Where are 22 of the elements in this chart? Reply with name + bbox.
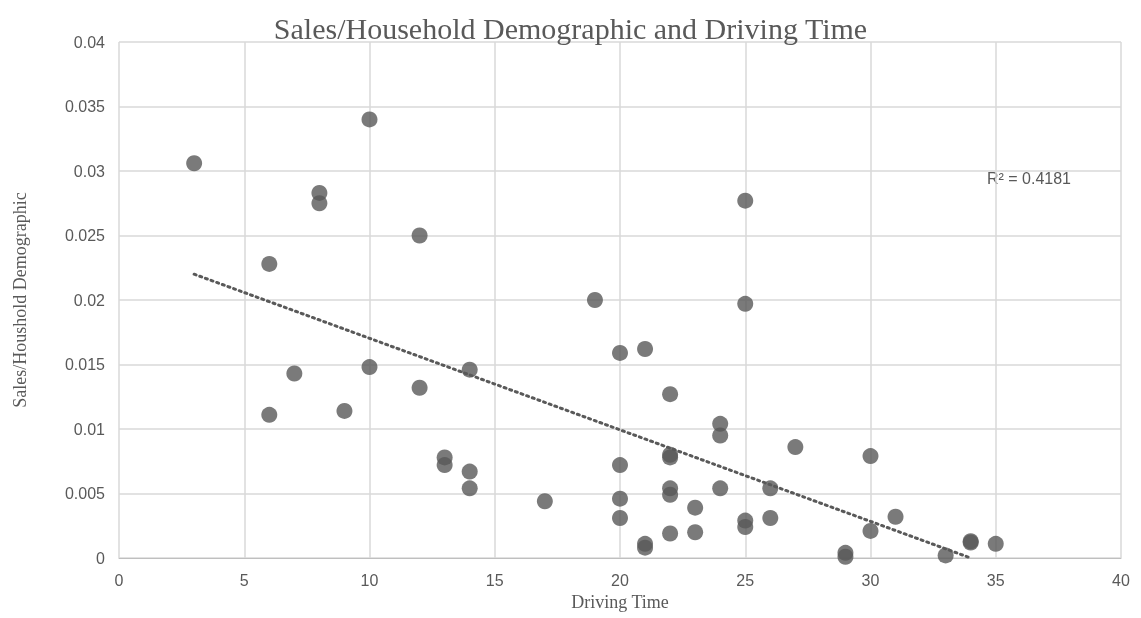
x-axis-title: Driving Time: [571, 591, 669, 612]
x-tick-label: 30: [861, 571, 880, 589]
y-tick-label: 0.025: [64, 227, 106, 244]
x-tick-label: 0: [114, 571, 124, 589]
y-tick-label: 0.04: [73, 33, 106, 51]
y-tick-label: 0.01: [73, 420, 106, 438]
x-tick-label: 5: [239, 571, 249, 589]
y-tick-label: 0.02: [73, 291, 106, 309]
y-tick-label: 0.03: [73, 162, 106, 180]
x-tick-label: 40: [1112, 571, 1130, 589]
x-tick-label: 35: [986, 571, 1005, 589]
y-tick-label: 0.035: [64, 98, 106, 115]
x-tick-label: 15: [485, 571, 504, 589]
x-tick-label: 25: [736, 571, 755, 589]
x-tick-label: 10: [360, 571, 379, 589]
y-axis-title: Sales/Houshold Demographic: [10, 192, 30, 408]
x-tick-label: 20: [611, 571, 629, 589]
chart-title: Sales/Household Demographic and Driving Time: [273, 11, 868, 45]
annotation: R² = 0.4181: [986, 169, 1072, 187]
y-tick-label: 0.005: [64, 485, 106, 502]
y-tick-label: 0: [96, 549, 106, 567]
y-tick-label: 0.015: [64, 356, 106, 373]
